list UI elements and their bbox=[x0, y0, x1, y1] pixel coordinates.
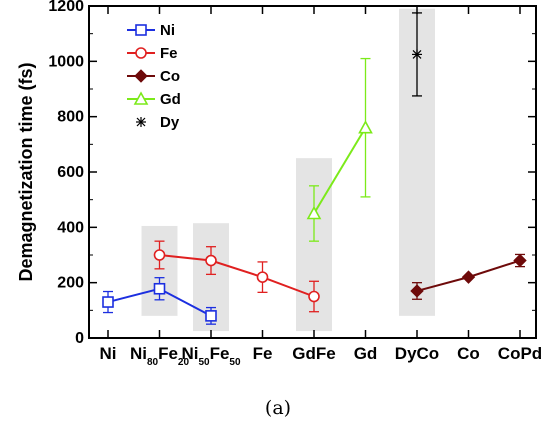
x-tick-label: CoPd bbox=[498, 344, 542, 363]
legend-label: Ni bbox=[160, 22, 175, 39]
x-tick-label: DyCo bbox=[395, 344, 439, 363]
figure-caption: (a) bbox=[265, 397, 291, 419]
legend-label: Gd bbox=[160, 91, 181, 108]
series-dy bbox=[412, 12, 422, 97]
gd-line bbox=[313, 127, 367, 215]
co-point bbox=[410, 284, 424, 298]
x-tick-label: Ni80Fe20 bbox=[130, 344, 190, 368]
gd-point bbox=[358, 120, 373, 134]
x-tick-label: Gd bbox=[354, 344, 378, 363]
y-tick-label: 400 bbox=[57, 219, 84, 236]
y-tick-label: 200 bbox=[57, 275, 84, 292]
shaded-columns bbox=[141, 8, 435, 332]
y-tick-label: 0 bbox=[75, 330, 84, 347]
x-tick-label: Fe bbox=[253, 344, 273, 363]
co-point bbox=[461, 270, 476, 284]
star-stroke bbox=[136, 117, 146, 127]
ni-point bbox=[102, 296, 114, 308]
legend: Ni Fe Co Gd Dy bbox=[127, 22, 181, 131]
series-fe bbox=[153, 240, 320, 313]
x-tick-label: GdFe bbox=[292, 344, 335, 363]
series-ni bbox=[102, 277, 217, 325]
legend-marker bbox=[136, 117, 146, 127]
legend-item-ni: Ni bbox=[127, 22, 175, 39]
y-tick-label: 800 bbox=[57, 109, 84, 126]
legend-marker bbox=[133, 91, 149, 105]
fe-point bbox=[308, 290, 320, 303]
y-axis-label: Demagnetization time (fs) bbox=[16, 62, 36, 281]
fe-line bbox=[159, 254, 315, 298]
x-tick-label: Ni bbox=[100, 344, 117, 363]
y-tick-labels: 0 200 400 600 800 1000 1200 bbox=[48, 0, 84, 347]
y-tick-label: 600 bbox=[57, 164, 84, 181]
star-stroke bbox=[412, 49, 422, 59]
legend-item-co: Co bbox=[127, 68, 180, 85]
legend-label: Fe bbox=[160, 45, 178, 62]
x-tick-label: Co bbox=[457, 344, 480, 363]
dy-point bbox=[412, 49, 422, 60]
ni-point bbox=[153, 282, 166, 295]
legend-marker bbox=[135, 47, 147, 59]
fe-point bbox=[205, 254, 217, 267]
fe-point bbox=[256, 271, 269, 283]
y-tick-label: 1000 bbox=[48, 53, 84, 70]
series-co bbox=[410, 253, 527, 300]
ni-point bbox=[205, 310, 217, 322]
legend-marker bbox=[135, 24, 147, 36]
co-point bbox=[513, 253, 527, 268]
shaded-column-0 bbox=[141, 225, 178, 316]
legend-item-fe: Fe bbox=[127, 45, 178, 62]
y-tick-label: 1200 bbox=[48, 0, 84, 15]
legend-item-dy: Dy bbox=[136, 114, 180, 131]
legend-label: Dy bbox=[160, 114, 180, 131]
series-gd bbox=[306, 57, 373, 242]
legend-marker bbox=[134, 69, 148, 83]
x-tick-label: Ni50Fe50 bbox=[181, 344, 241, 368]
fe-point bbox=[153, 249, 166, 261]
axes bbox=[88, 5, 537, 339]
legend-item-gd: Gd bbox=[127, 91, 181, 108]
gd-point bbox=[306, 205, 322, 220]
legend-label: Co bbox=[160, 68, 180, 85]
series bbox=[102, 12, 527, 325]
